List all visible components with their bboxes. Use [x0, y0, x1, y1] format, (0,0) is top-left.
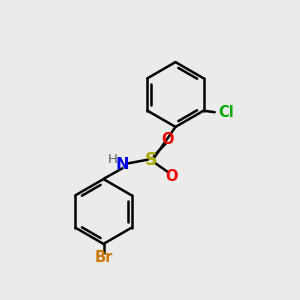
Text: O: O — [165, 169, 178, 184]
Text: N: N — [116, 157, 129, 172]
Text: Cl: Cl — [219, 105, 234, 120]
Text: O: O — [162, 132, 174, 147]
Text: S: S — [145, 151, 158, 169]
Text: Br: Br — [94, 250, 113, 265]
Text: H: H — [108, 152, 118, 166]
